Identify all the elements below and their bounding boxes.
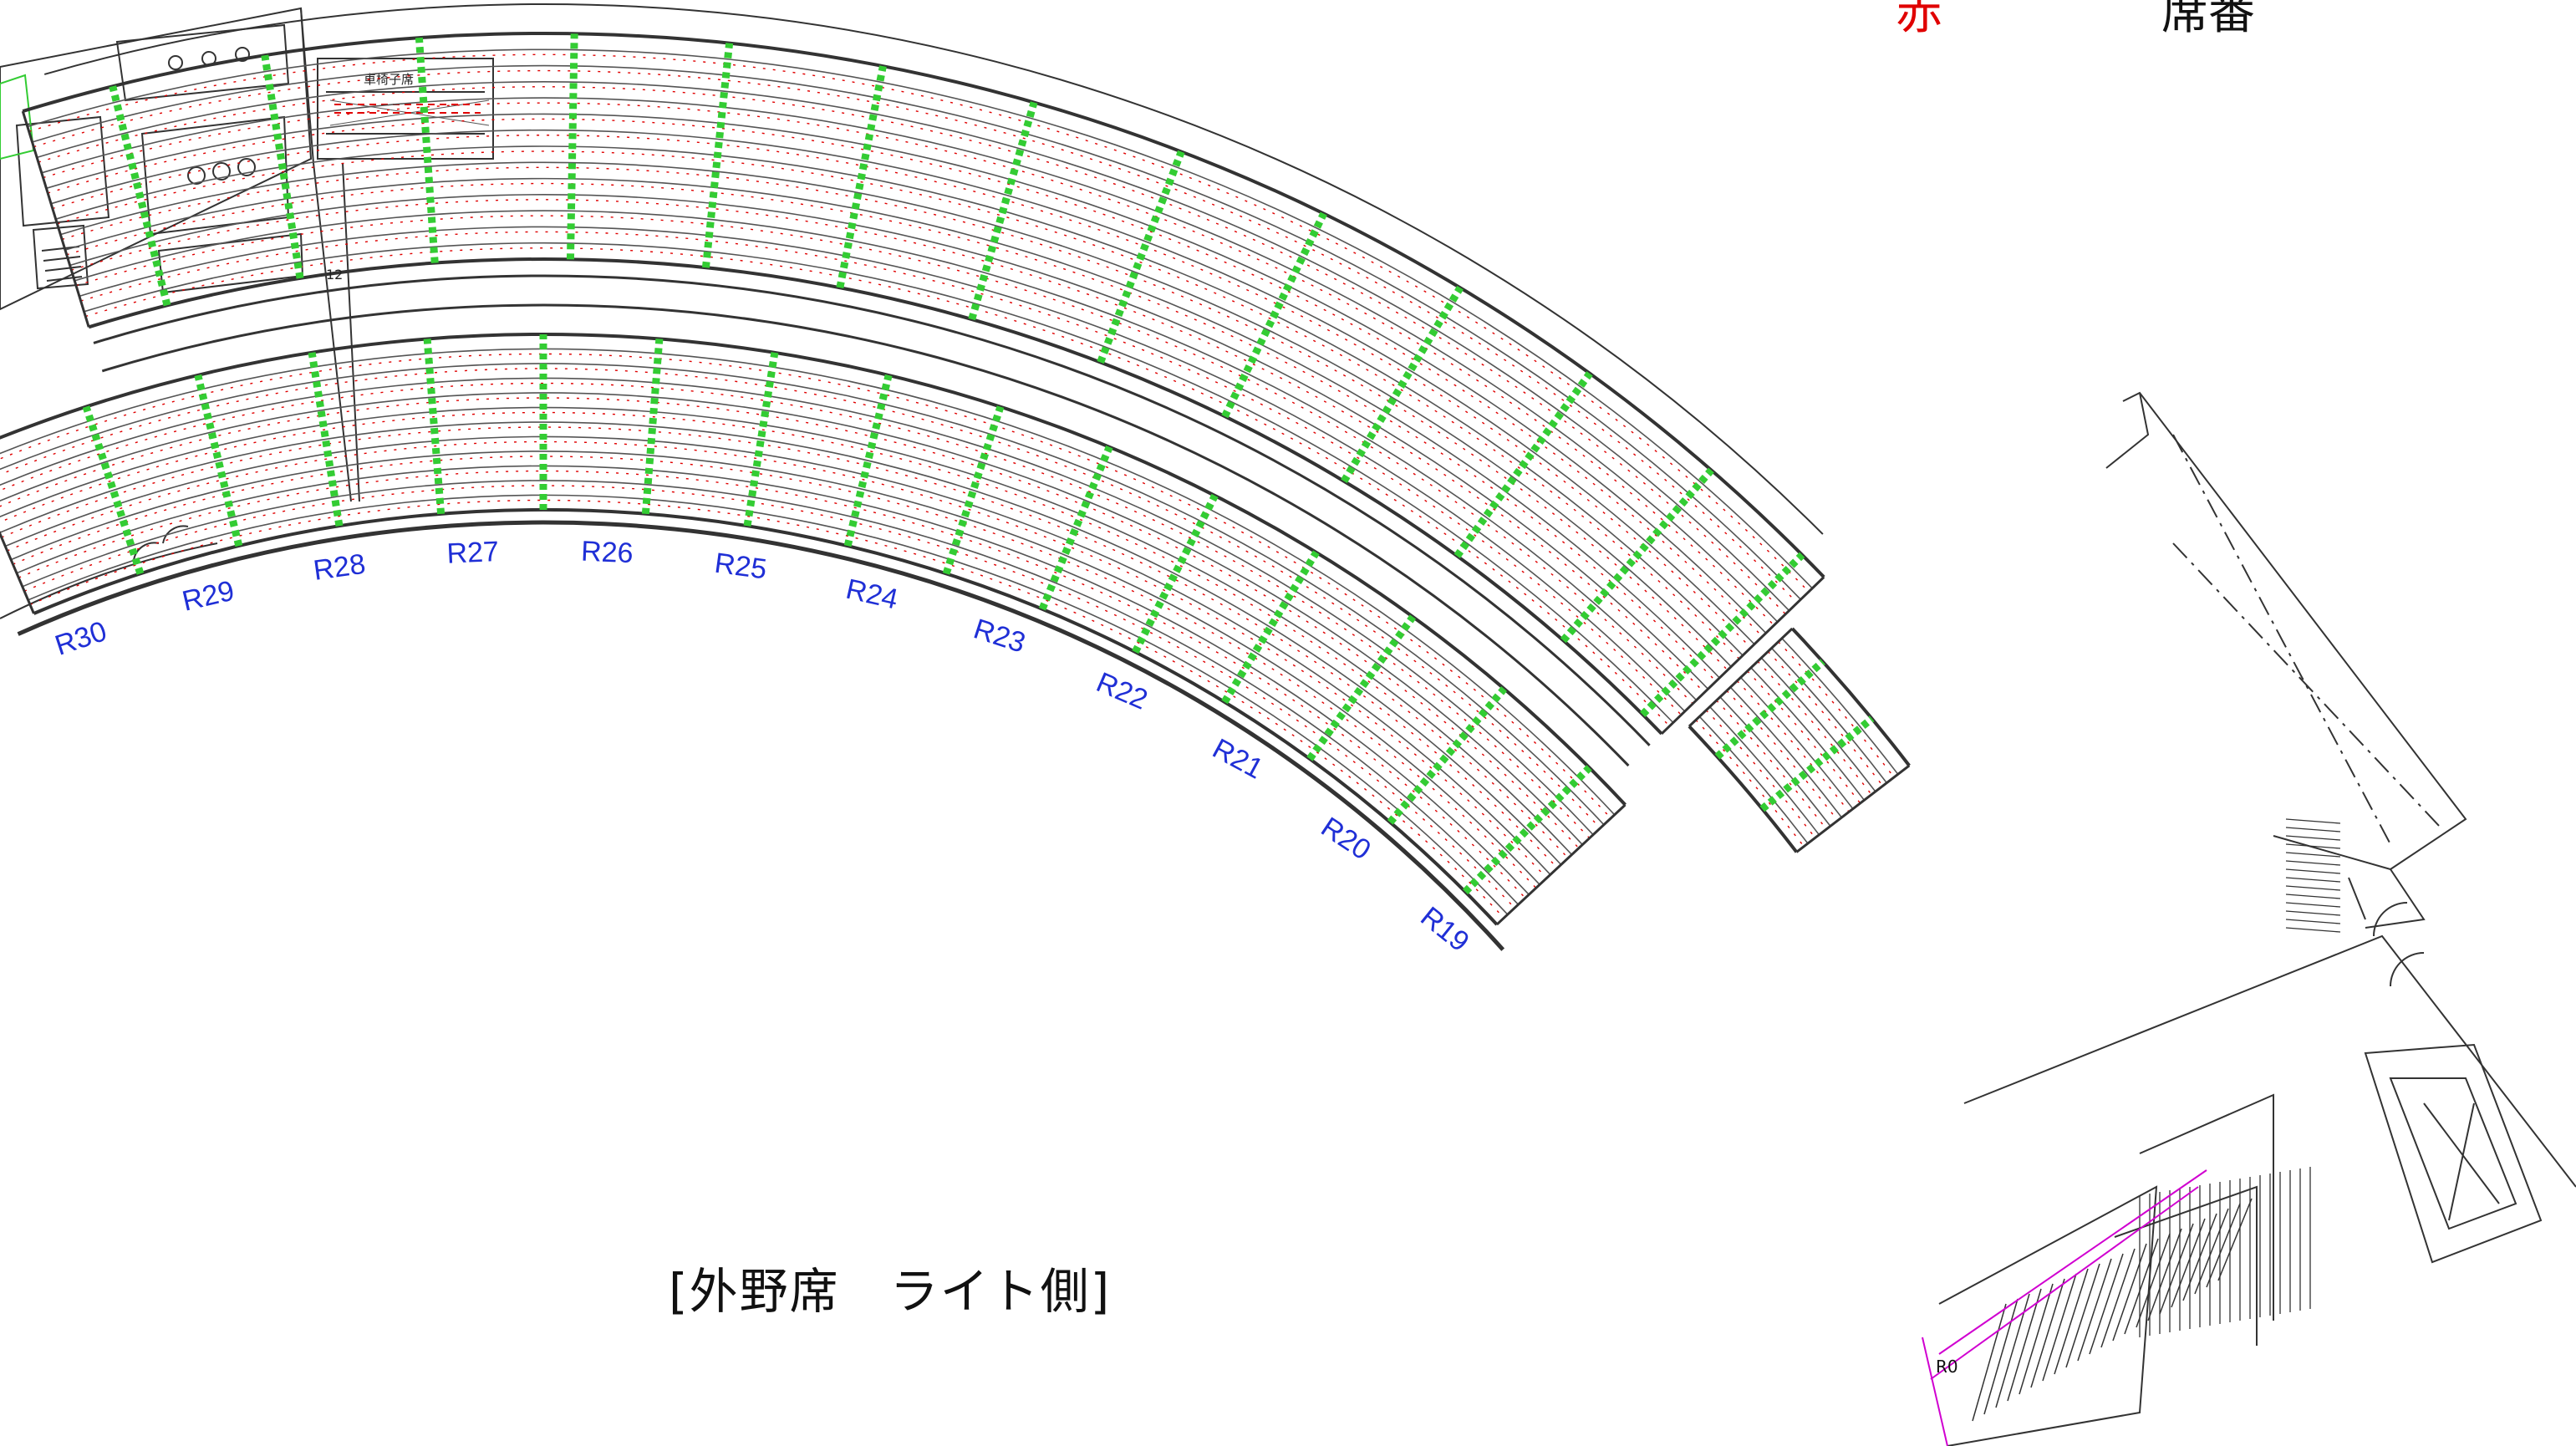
lower-tier [0, 333, 1627, 926]
legend-seat-number-label: 席番 [2161, 0, 2255, 40]
right-annex [1938, 391, 2576, 1446]
section-label-r22: R22 [1092, 666, 1152, 715]
row-marker: 12 [326, 267, 343, 283]
roof-edge [43, 3, 1824, 535]
field-wall [17, 520, 1505, 951]
section-label-r24: R24 [843, 573, 901, 616]
section-label-r23: R23 [970, 613, 1029, 659]
room-label: 車椅子席 [364, 72, 414, 87]
property-line [1922, 1169, 2207, 1446]
plan-caption: [外野席 ライト側] [669, 1263, 1112, 1320]
wheelchair-room [317, 58, 494, 160]
stairs [1972, 818, 2341, 1422]
concourse-wall [101, 303, 1630, 767]
section-label-r27: R27 [446, 536, 500, 570]
section-label-r30: R30 [51, 615, 110, 662]
upper-tier [21, 32, 1825, 736]
legend-red-label: 赤 [1896, 0, 1942, 40]
section-label-r26: R26 [580, 536, 634, 570]
section-label-r25: R25 [713, 547, 769, 586]
section-label-r28: R28 [312, 548, 368, 587]
annex-tier [1688, 627, 1911, 853]
corner-marker: R0 [1936, 1357, 1958, 1377]
left-walls [0, 8, 360, 619]
concourse-wall-outer [93, 274, 1651, 746]
section-label-r29: R29 [180, 575, 237, 618]
